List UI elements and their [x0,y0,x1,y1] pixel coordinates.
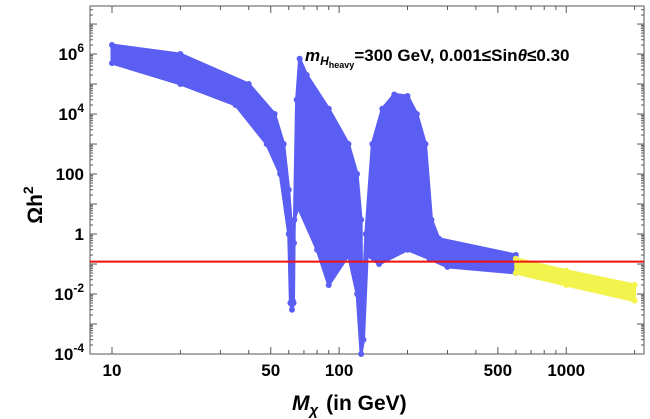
y-tick-label: 100 [56,165,84,184]
annotation: mHheavy=300 GeV, 0.001≤Sinθ≤0.30 [305,46,569,70]
y-tick-label: 106 [58,41,84,64]
data-point [232,102,239,109]
data-point [512,270,519,277]
data-point [426,255,433,262]
data-point [280,141,287,148]
axis-ticks [90,5,644,355]
data-point [404,92,411,99]
y-tick-labels: 10-4 10-2 1 100 104 106 [54,41,84,364]
data-point [263,141,270,148]
x-axis-label: Mχ (in GeV) [292,392,407,419]
data-point [422,141,429,148]
data-point [314,246,321,253]
data-point [413,111,420,118]
data-point [563,281,570,288]
data-point [428,216,435,223]
plot-frame [89,5,645,355]
data-point [354,291,361,298]
data-point [358,321,365,328]
data-point [109,60,116,67]
x-tick-labels: 10 50 100 500 1000 [103,361,586,380]
data-point [177,81,184,88]
data-point [285,186,292,193]
x-tick-label: 100 [325,361,353,380]
data-point [354,171,361,178]
data-point [303,72,310,79]
data-point [325,281,332,288]
series-area-0 [110,43,518,356]
data-point [245,81,252,88]
y-axis-label: Ωh2 [20,186,47,224]
yellow-data-region [512,255,638,304]
data-point [362,231,369,238]
y-tick-label: 104 [58,101,84,124]
data-point [563,267,570,274]
data-point [379,105,386,112]
x-tick-label: 50 [261,361,280,380]
data-point [360,336,367,343]
data-point [512,255,519,262]
data-point [293,96,300,103]
x-tick-label: 10 [103,361,122,380]
data-point [369,141,376,148]
data-point [277,171,284,178]
data-point [345,141,352,148]
data-point [271,111,278,118]
data-point [295,203,302,210]
data-point [404,246,411,253]
data-point [296,55,303,62]
data-point [631,297,638,304]
data-point [290,300,297,307]
y-tick-label: 10-2 [54,281,84,304]
blue-data-region [109,42,519,357]
data-point [285,231,292,238]
data-point [364,251,371,258]
data-point [391,91,398,98]
y-tick-label: 10-4 [54,341,84,364]
data-point [177,51,184,58]
data-point [345,251,352,258]
x-tick-label: 1000 [547,361,585,380]
data-point [358,351,365,357]
series-area-1 [514,257,637,303]
data-point [325,105,332,112]
data-point [358,216,365,223]
data-point [631,281,638,288]
data-point [109,42,116,49]
y-tick-label: 1 [75,225,84,244]
data-point [444,263,451,270]
data-point [288,306,295,313]
x-tick-label: 500 [484,361,512,380]
data-point [291,216,298,223]
data-point [291,240,298,247]
data-point [435,235,442,242]
